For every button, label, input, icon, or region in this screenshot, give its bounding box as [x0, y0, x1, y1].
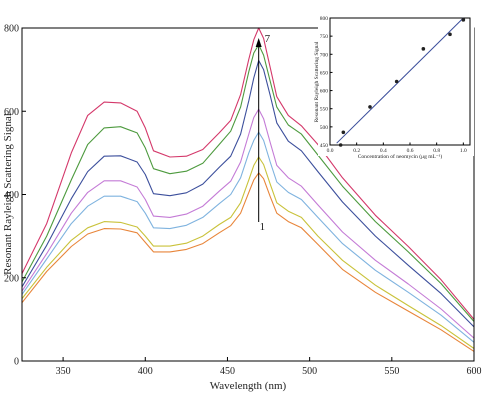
peak-arrow-annotation: 7 1 [255, 33, 271, 233]
inset-y-tick-label: 700 [320, 52, 329, 58]
spectrum-series-2 [21, 156, 475, 349]
inset-y-tick-label: 650 [320, 70, 329, 76]
inset-data-point [341, 130, 346, 135]
inset-data-point [338, 143, 343, 147]
main-y-tick-label: 0 [14, 357, 19, 368]
inset-x-tick-label: 0.6 [407, 148, 414, 154]
inset-y-axis: 450 500 550 600 650 700 750 800 [320, 16, 333, 149]
main-x-tick-label: 400 [138, 366, 153, 377]
inset-data-point [421, 47, 426, 51]
arrow-label-bottom: 1 [260, 221, 266, 233]
inset-y-tick-label: 750 [320, 34, 329, 40]
inset-y-tick-label: 550 [320, 107, 329, 113]
main-x-axis-title: Wavelength (nm) [210, 380, 287, 392]
main-plot: 350 400 450 500 550 600 0 200 400 600 800 Wavelen… [2, 24, 482, 393]
inset-x-tick-label: 0.8 [433, 148, 440, 154]
inset-data-point [368, 105, 372, 109]
inset-y-tick-label: 800 [320, 16, 329, 22]
spectrum-series-5 [21, 59, 475, 328]
inset-plot-frame [329, 17, 471, 146]
main-y-tick-label: 800 [4, 24, 19, 35]
inset-data-point [394, 79, 399, 84]
inset-y-axis-title: Resonant Rayleigh Scattering Signal [314, 41, 320, 122]
main-x-tick-label: 500 [302, 366, 317, 377]
main-y-tick-label: 400 [4, 190, 19, 201]
peak-arrow-head [255, 38, 262, 47]
inset-fit-line [336, 17, 464, 144]
inset-x-tick-label: 0.2 [353, 148, 360, 154]
inset-x-tick-label: 1.0 [460, 148, 467, 154]
main-y-tick-label: 600 [4, 107, 19, 118]
arrow-label-top: 7 [265, 33, 271, 45]
inset-data-point [461, 18, 466, 22]
main-y-axis-title: Resonant Rayleigh Scattering Signal [2, 113, 14, 275]
main-x-tick-label: 450 [220, 366, 235, 377]
inset-points-group [338, 18, 466, 147]
main-x-tick-label: 350 [56, 366, 71, 377]
main-x-tick-label: 550 [384, 366, 399, 377]
inset-x-axis-title: Concentration of neomycin (μg mL⁻¹) [358, 153, 443, 160]
inset-y-tick-label: 500 [320, 125, 329, 131]
inset-data-point [448, 32, 452, 37]
spectrum-series-1 [21, 172, 475, 352]
inset-plot: 0.0 0.2 0.4 0.6 0.8 1.0 450 500 550 600 650 700 750… [314, 12, 474, 160]
inset-y-tick-label: 600 [320, 89, 329, 95]
spectrum-series-3 [21, 131, 475, 343]
main-y-tick-label: 200 [4, 273, 19, 284]
spectrum-series-4 [21, 108, 475, 339]
main-series-group [21, 27, 475, 352]
main-x-tick-label: 600 [467, 366, 482, 377]
inset-y-tick-label: 450 [320, 143, 329, 149]
inset-x-axis: 0.0 0.2 0.4 0.6 0.8 1.0 [327, 142, 467, 154]
main-y-axis: 0 200 400 600 800 [4, 24, 26, 368]
inset-x-tick-label: 0.0 [327, 148, 334, 154]
inset-x-tick-label: 0.4 [380, 148, 387, 154]
spectrum-series-6 [21, 44, 475, 322]
main-x-axis: 350 400 450 500 550 600 [56, 357, 482, 377]
